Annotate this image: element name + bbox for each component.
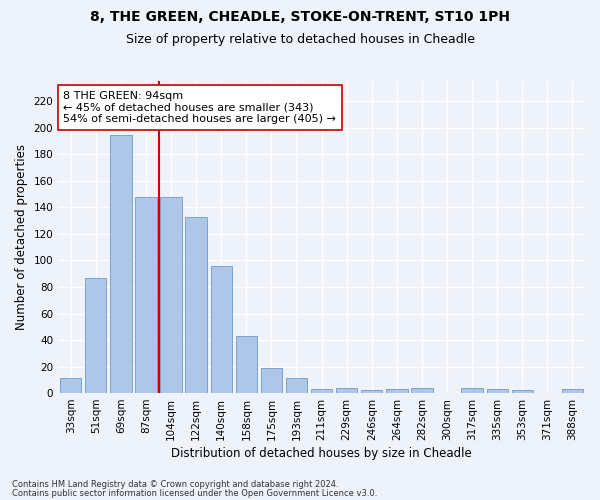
Text: Contains HM Land Registry data © Crown copyright and database right 2024.: Contains HM Land Registry data © Crown c… <box>12 480 338 489</box>
Bar <box>236 336 257 393</box>
Bar <box>336 388 358 393</box>
Bar <box>512 390 533 393</box>
Text: Contains public sector information licensed under the Open Government Licence v3: Contains public sector information licen… <box>12 488 377 498</box>
Text: Size of property relative to detached houses in Cheadle: Size of property relative to detached ho… <box>125 32 475 46</box>
Bar <box>311 389 332 393</box>
Bar <box>562 389 583 393</box>
X-axis label: Distribution of detached houses by size in Cheadle: Distribution of detached houses by size … <box>171 447 472 460</box>
Bar <box>386 389 407 393</box>
Bar <box>136 197 157 393</box>
Bar <box>211 266 232 393</box>
Bar <box>185 216 207 393</box>
Bar <box>85 278 106 393</box>
Bar <box>361 390 382 393</box>
Bar <box>160 197 182 393</box>
Bar <box>261 368 282 393</box>
Bar <box>461 388 483 393</box>
Bar <box>60 378 82 393</box>
Bar <box>286 378 307 393</box>
Text: 8, THE GREEN, CHEADLE, STOKE-ON-TRENT, ST10 1PH: 8, THE GREEN, CHEADLE, STOKE-ON-TRENT, S… <box>90 10 510 24</box>
Bar <box>411 388 433 393</box>
Y-axis label: Number of detached properties: Number of detached properties <box>15 144 28 330</box>
Bar <box>110 134 131 393</box>
Bar <box>487 389 508 393</box>
Text: 8 THE GREEN: 94sqm
← 45% of detached houses are smaller (343)
54% of semi-detach: 8 THE GREEN: 94sqm ← 45% of detached hou… <box>64 91 337 124</box>
